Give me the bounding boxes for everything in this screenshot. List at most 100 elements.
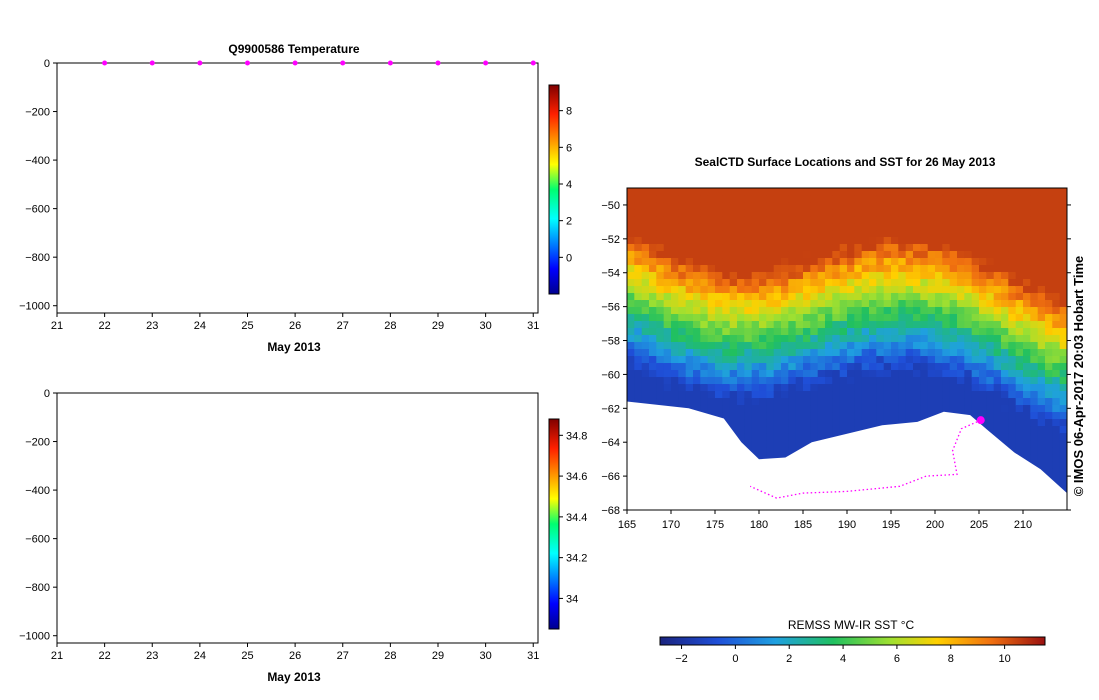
sst-cell bbox=[1008, 195, 1017, 203]
sst-cell bbox=[744, 188, 753, 196]
sst-cell bbox=[737, 244, 745, 252]
sst-cell bbox=[971, 293, 980, 301]
sst-cell bbox=[795, 314, 804, 322]
sst-cell bbox=[839, 230, 848, 238]
sst-cell bbox=[715, 335, 723, 343]
sst-cell bbox=[964, 258, 973, 266]
sst-cell bbox=[781, 202, 789, 210]
sst-cell bbox=[964, 216, 973, 224]
sst-cell bbox=[1008, 251, 1017, 259]
x-tick-label: 28 bbox=[384, 650, 396, 662]
sst-cell bbox=[847, 370, 855, 378]
sst-cell bbox=[993, 265, 1002, 273]
sst-cell bbox=[1023, 237, 1031, 245]
sst-cell bbox=[883, 230, 892, 238]
sst-cell bbox=[979, 216, 987, 224]
sst-cell bbox=[1045, 188, 1053, 196]
sst-cell bbox=[847, 237, 855, 245]
sst-cell bbox=[729, 419, 738, 427]
sst-cell bbox=[935, 237, 943, 245]
sst-cell bbox=[678, 230, 687, 238]
sst-cell bbox=[759, 328, 767, 336]
sst-cell bbox=[656, 293, 665, 301]
sst-cell bbox=[1052, 251, 1061, 259]
y-tick-label: 0 bbox=[44, 58, 50, 70]
sst-cell bbox=[979, 377, 987, 385]
sst-cell bbox=[942, 335, 951, 343]
sst-cell bbox=[803, 433, 811, 441]
sst-cell bbox=[883, 300, 892, 308]
sst-cell bbox=[927, 391, 936, 399]
sst-cell bbox=[737, 223, 745, 231]
sst-cell bbox=[773, 307, 782, 315]
sst-cell bbox=[810, 391, 819, 399]
sst-cell bbox=[663, 209, 672, 217]
sst-cell bbox=[810, 321, 819, 329]
sst-cell bbox=[839, 426, 848, 434]
sst-cell bbox=[759, 356, 767, 364]
sst-cell bbox=[891, 230, 899, 238]
sst-cell bbox=[832, 216, 841, 224]
sst-cell bbox=[722, 405, 731, 413]
sst-cell bbox=[935, 328, 943, 336]
y-tick-label: −1000 bbox=[19, 301, 50, 313]
sst-cell bbox=[971, 230, 980, 238]
sst-cell bbox=[737, 258, 745, 266]
sst-cell bbox=[949, 314, 958, 322]
sst-cell bbox=[957, 244, 965, 252]
sst-cell bbox=[935, 398, 943, 406]
sst-cell bbox=[993, 384, 1002, 392]
y-tick-label: −800 bbox=[25, 582, 50, 594]
sst-cell bbox=[663, 314, 672, 322]
sst-cell bbox=[935, 300, 943, 308]
sst-cell bbox=[905, 412, 914, 420]
sst-cell bbox=[751, 293, 760, 301]
sst-cell bbox=[920, 349, 929, 357]
sst-cell bbox=[744, 209, 753, 217]
sst-cell bbox=[781, 300, 789, 308]
sst-cell bbox=[986, 391, 995, 399]
sst-cell bbox=[913, 412, 921, 420]
sst-cell bbox=[627, 195, 635, 203]
sst-cell bbox=[715, 307, 723, 315]
sst-cell bbox=[839, 342, 848, 350]
sst-cell bbox=[700, 363, 709, 371]
sst-cell bbox=[861, 272, 870, 280]
sst-cell bbox=[869, 272, 877, 280]
sst-cell bbox=[986, 188, 995, 196]
profile-marker bbox=[292, 60, 298, 66]
sst-cell bbox=[942, 265, 951, 273]
sst-cell bbox=[949, 321, 958, 329]
sst-cell bbox=[788, 328, 797, 336]
sst-cell bbox=[663, 202, 672, 210]
sst-cell bbox=[759, 244, 767, 252]
sst-cell bbox=[678, 202, 687, 210]
sst-cell bbox=[964, 188, 973, 196]
sst-cell bbox=[715, 272, 723, 280]
sst-cell bbox=[1023, 279, 1031, 287]
sst-cell bbox=[715, 251, 723, 259]
lat-tick-label: −66 bbox=[601, 471, 620, 483]
sst-cell bbox=[971, 188, 980, 196]
colorbar-tick-label: 8 bbox=[566, 106, 572, 118]
sst-cell bbox=[649, 265, 657, 273]
sst-cell bbox=[1052, 419, 1061, 427]
sst-cell bbox=[722, 398, 731, 406]
sst-cell bbox=[766, 370, 775, 378]
sst-cell bbox=[678, 314, 687, 322]
sst-cell bbox=[803, 426, 811, 434]
sst-cell bbox=[737, 230, 745, 238]
sst-cell bbox=[729, 286, 738, 294]
sst-cell bbox=[927, 202, 936, 210]
lat-tick-label: −56 bbox=[601, 302, 620, 314]
sst-cell bbox=[707, 286, 716, 294]
sst-cell bbox=[700, 349, 709, 357]
sst-cell bbox=[839, 265, 848, 273]
sst-cell bbox=[685, 188, 694, 196]
sst-cell bbox=[627, 230, 635, 238]
sst-cell bbox=[751, 230, 760, 238]
sst-cell bbox=[685, 195, 694, 203]
sst-cell bbox=[1052, 314, 1061, 322]
sst-cell bbox=[971, 209, 980, 217]
sst-cell bbox=[744, 363, 753, 371]
